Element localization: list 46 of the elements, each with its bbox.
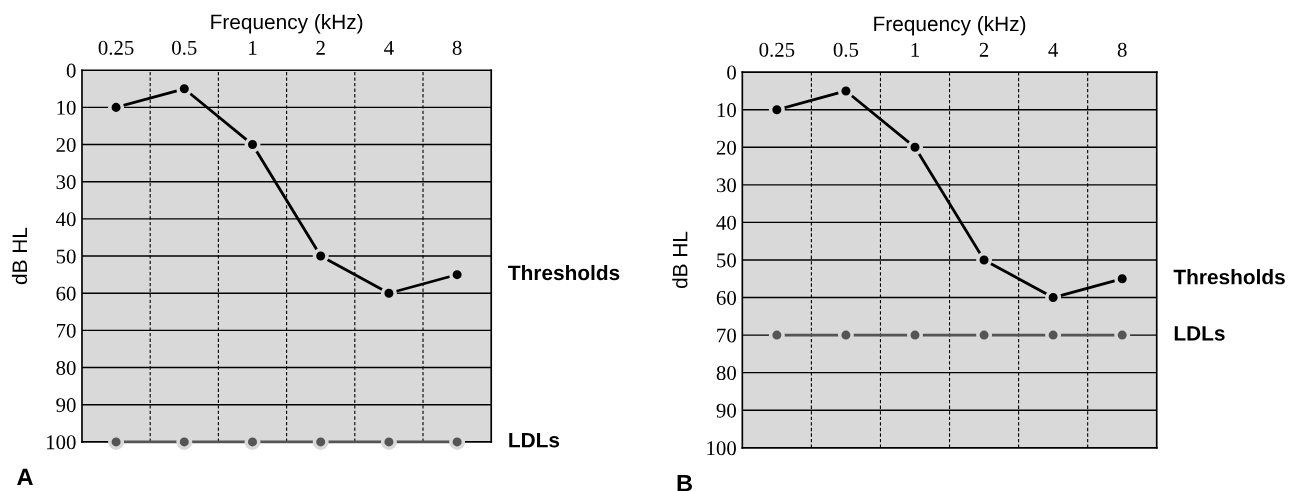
- x-axis-title: Frequency (kHz): [211, 14, 363, 34]
- text: A: [17, 468, 33, 486]
- text: LDLs: [509, 432, 560, 448]
- y-tick-label: 40: [56, 212, 76, 227]
- text: Thresholds: [508, 264, 620, 281]
- y-tick-label: 10: [57, 100, 76, 115]
- x-tick-label: 8: [1117, 42, 1127, 57]
- x-tick-label: 0.25: [759, 42, 795, 57]
- y-tick-label: 40: [716, 215, 736, 230]
- y-tick-label: 20: [716, 140, 736, 155]
- y-tick-label: 30: [56, 175, 76, 190]
- y-tick-label: 80: [716, 366, 736, 381]
- x-tick-label: 0.5: [833, 42, 859, 57]
- text: Thresholds: [1173, 269, 1285, 285]
- y-tick-label: 70: [56, 323, 76, 338]
- x-tick-label: 4: [1048, 42, 1059, 57]
- x-axis-title: Frequency (kHz): [874, 15, 1026, 36]
- point: [244, 136, 261, 153]
- x-tick-label: 4: [384, 40, 394, 55]
- y-tick-label: 90: [716, 403, 736, 418]
- text: B: [677, 474, 692, 491]
- y-tick-label: 10: [717, 103, 736, 118]
- y-tick-label: 0: [727, 65, 736, 80]
- y-tick-label: 100: [47, 435, 76, 450]
- x-tick-label: 1: [249, 40, 257, 55]
- x-tick-label: 0.5: [172, 40, 197, 55]
- x-tick-label: 1: [911, 42, 919, 57]
- y-tick-label: 60: [56, 286, 76, 301]
- y-tick-label: 20: [56, 137, 76, 152]
- x-tick-label: 8: [452, 40, 462, 55]
- y-tick-label: 50: [56, 249, 76, 264]
- y-tick-label: 80: [56, 360, 76, 375]
- y-tick-label: 0: [66, 63, 76, 78]
- y-tick-label: 70: [717, 328, 736, 343]
- x-tick-label: 2: [316, 40, 325, 55]
- text: LDLs: [1174, 326, 1225, 341]
- x-tick-label: 0.25: [98, 40, 134, 55]
- y-axis-title: dB HL: [11, 227, 28, 285]
- y-tick-label: 30: [716, 178, 736, 193]
- y-tick-label: 60: [716, 290, 736, 305]
- point: [907, 139, 923, 156]
- y-tick-label: 100: [707, 441, 736, 456]
- x-tick-label: 2: [979, 42, 989, 57]
- y-tick-label: 90: [56, 398, 76, 413]
- y-axis-title: dB HL: [672, 231, 688, 289]
- y-tick-label: 50: [717, 253, 736, 268]
